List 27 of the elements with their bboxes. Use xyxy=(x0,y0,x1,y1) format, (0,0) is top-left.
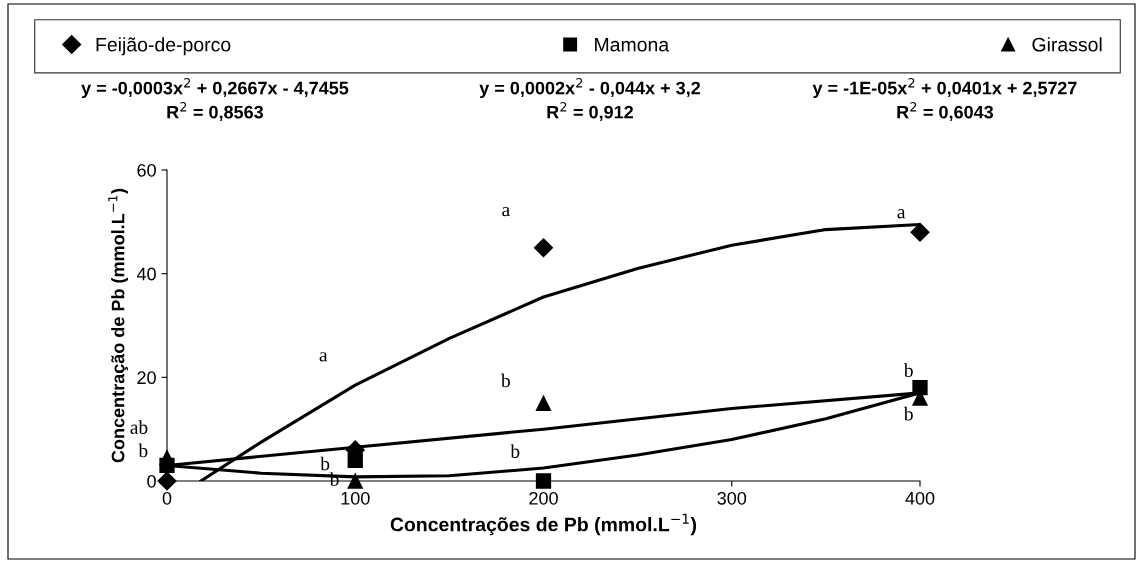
annotation: a xyxy=(897,209,906,219)
x-tick-label: 400 xyxy=(905,491,935,505)
annotation: b xyxy=(903,363,913,378)
legend-label: Girassol xyxy=(1032,37,1102,52)
x-tick-label: 100 xyxy=(341,491,370,505)
text: b xyxy=(138,443,148,458)
annotation: a xyxy=(502,206,510,217)
annotation: b xyxy=(320,456,330,471)
text: y = -1E-05x$^{2}$ + 0,0401x + 2,5727 R$^{2}$ = 0,6043 xyxy=(812,78,1077,122)
annotation: b xyxy=(510,444,520,458)
legend-label: Feijão-de-porco xyxy=(96,37,231,56)
y-tick-label: 0 xyxy=(147,474,156,488)
y-tick-label: 60 xyxy=(137,163,156,177)
y-tick-label: 40 xyxy=(136,267,156,281)
annotation: b xyxy=(500,373,510,388)
legend-label: Mamona xyxy=(595,37,670,52)
x-tick-label: 200 xyxy=(529,491,558,505)
x-tick-label: 300 xyxy=(717,491,747,505)
x-axis-title: Concentrações de Pb (mmol.L$^{−1}$) xyxy=(390,513,697,536)
y-axis-title: Concentração de Pb (mmol.L$^{−1}$) xyxy=(108,188,128,463)
y-tick-label: 20 xyxy=(137,371,156,385)
annotation: b xyxy=(903,406,913,421)
annotation: a xyxy=(319,352,328,362)
text: y = -0,0003x$^{2}$ + 0,2667x - 4,7455 R$^{2}$ = 0,8563 xyxy=(81,78,349,122)
text: ab xyxy=(130,420,148,434)
x-tick-label: 0 xyxy=(162,491,172,505)
text: y = 0,0002x$^{2}$ - 0,044x + 3,2 R$^{2}$ = 0,912 xyxy=(479,78,701,122)
